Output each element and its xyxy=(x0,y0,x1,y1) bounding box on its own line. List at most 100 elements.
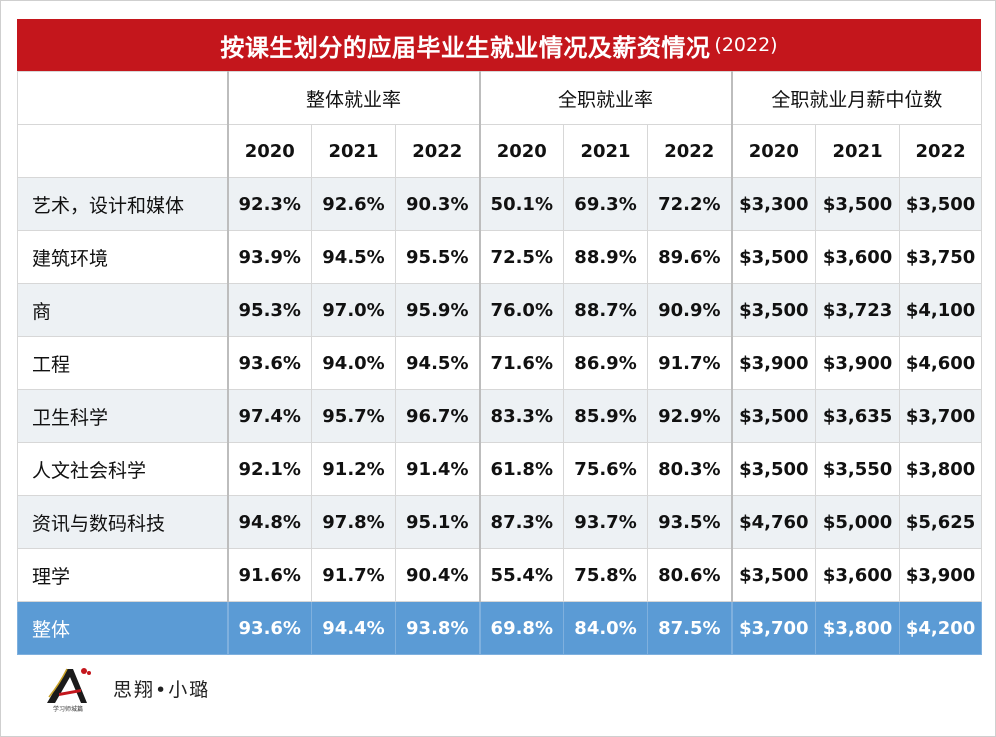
table-cell: 97.4% xyxy=(226,389,312,443)
group-header-median-salary: 全职就业月薪中位数 xyxy=(730,71,983,125)
table-cell: 69.8% xyxy=(478,601,565,655)
table-cell: $3,550 xyxy=(815,442,901,496)
table-cell: $3,500 xyxy=(730,442,817,496)
row-label: 艺术，设计和媒体 xyxy=(17,177,228,231)
table-cell: 92.9% xyxy=(647,389,733,443)
table-cell: $4,200 xyxy=(899,601,983,655)
table-cell: 80.3% xyxy=(647,442,733,496)
table-cell: 92.3% xyxy=(226,177,312,231)
table-cell: 89.6% xyxy=(647,230,733,284)
table-cell: $3,800 xyxy=(815,601,901,655)
table-cell: 94.8% xyxy=(226,495,312,549)
table-cell: $3,600 xyxy=(815,548,901,602)
group-header-overall-rate: 整体就业率 xyxy=(226,71,481,125)
table-cell: $3,500 xyxy=(815,177,901,231)
row-label: 卫生科学 xyxy=(17,389,228,443)
row-label: 资讯与数码科技 xyxy=(17,495,228,549)
row-label: 人文社会科学 xyxy=(17,442,228,496)
table-cell: $3,500 xyxy=(730,548,817,602)
table-cell: 69.3% xyxy=(563,177,649,231)
table-cell: 72.5% xyxy=(478,230,565,284)
footer: 学习师城篇 思翔•小璐 xyxy=(17,653,981,719)
table-cell: 93.9% xyxy=(226,230,312,284)
table-cell: $3,723 xyxy=(815,283,901,337)
table-cell: $3,700 xyxy=(899,389,983,443)
row-label: 工程 xyxy=(17,336,228,390)
year-header: 2020 xyxy=(478,124,565,178)
table-cell: 94.5% xyxy=(394,336,481,390)
table-cell: 95.7% xyxy=(311,389,396,443)
year-header: 2022 xyxy=(647,124,733,178)
year-header-row: 2020 2021 2022 2020 2021 2022 2020 2021 … xyxy=(17,124,983,178)
table-cell: 93.5% xyxy=(647,495,733,549)
table-row: 卫生科学 97.4% 95.7% 96.7% 83.3% 85.9% 92.9% $3,500… xyxy=(17,389,983,443)
table-cell: $3,750 xyxy=(899,230,983,284)
table-cell: 92.1% xyxy=(226,442,312,496)
table-cell: $3,500 xyxy=(730,230,817,284)
year-header: 2021 xyxy=(563,124,649,178)
table-cell: 76.0% xyxy=(478,283,565,337)
table-cell: $3,500 xyxy=(899,177,983,231)
header-corner-cell xyxy=(17,124,228,178)
year-header: 2022 xyxy=(899,124,983,178)
row-label: 商 xyxy=(17,283,228,337)
group-header-row: 整体就业率 全职就业率 全职就业月薪中位数 xyxy=(17,71,983,125)
table-cell: $3,900 xyxy=(899,548,983,602)
table-cell: 91.7% xyxy=(647,336,733,390)
table-cell: 90.3% xyxy=(394,177,481,231)
table-cell: 55.4% xyxy=(478,548,565,602)
table-cell: $3,300 xyxy=(730,177,817,231)
logo-caption: 学习师城篇 xyxy=(53,705,83,713)
table-cell: 90.9% xyxy=(647,283,733,337)
table-title-year: (2022) xyxy=(714,34,778,56)
table-cell: 97.0% xyxy=(311,283,396,337)
year-header: 2020 xyxy=(730,124,817,178)
table-row: 人文社会科学 92.1% 91.2% 91.4% 61.8% 75.6% 80.3% $3,5… xyxy=(17,442,983,496)
table-cell: 95.5% xyxy=(394,230,481,284)
table-row: 艺术，设计和媒体 92.3% 92.6% 90.3% 50.1% 69.3% 72.2% $3… xyxy=(17,177,983,231)
table-cell: 75.6% xyxy=(563,442,649,496)
table-title-bar: 按课生划分的应届毕业生就业情况及薪资情况 (2022) xyxy=(17,19,981,71)
table-cell: 97.8% xyxy=(311,495,396,549)
table-cell: $3,635 xyxy=(815,389,901,443)
table-cell: 88.9% xyxy=(563,230,649,284)
table-row: 工程 93.6% 94.0% 94.5% 71.6% 86.9% 91.7% $3,900 $3… xyxy=(17,336,983,390)
table-cell: 91.4% xyxy=(394,442,481,496)
table-cell: 94.4% xyxy=(311,601,396,655)
table-cell: 87.3% xyxy=(478,495,565,549)
table-cell: 95.3% xyxy=(226,283,312,337)
table-cell: $3,900 xyxy=(815,336,901,390)
table-cell: 80.6% xyxy=(647,548,733,602)
row-label: 理学 xyxy=(17,548,228,602)
table-cell: 91.6% xyxy=(226,548,312,602)
table-cell: $3,900 xyxy=(730,336,817,390)
table-row: 理学 91.6% 91.7% 90.4% 55.4% 75.8% 80.6% $3,500 $3… xyxy=(17,548,983,602)
table-row: 商 95.3% 97.0% 95.9% 76.0% 88.7% 90.9% $3,500 $3,… xyxy=(17,283,983,337)
table-cell: $3,800 xyxy=(899,442,983,496)
table-cell: 94.5% xyxy=(311,230,396,284)
year-header: 2020 xyxy=(226,124,312,178)
employment-table: 整体就业率 全职就业率 全职就业月薪中位数 2020 2021 2022 202… xyxy=(17,71,983,655)
table-cell: 92.6% xyxy=(311,177,396,231)
table-cell: $3,500 xyxy=(730,283,817,337)
table-cell: 93.6% xyxy=(226,601,312,655)
table-cell: $5,000 xyxy=(815,495,901,549)
table-cell: 75.8% xyxy=(563,548,649,602)
year-header: 2021 xyxy=(815,124,901,178)
table-cell: 72.2% xyxy=(647,177,733,231)
header-corner-cell xyxy=(17,71,228,125)
academy-logo-icon: 学习师城篇 xyxy=(47,668,91,713)
table-cell: $3,700 xyxy=(730,601,817,655)
table-cell: 71.6% xyxy=(478,336,565,390)
table-cell: 94.0% xyxy=(311,336,396,390)
table-cell: $3,500 xyxy=(730,389,817,443)
table-cell: 86.9% xyxy=(563,336,649,390)
table-cell: 83.3% xyxy=(478,389,565,443)
table-cell: $3,600 xyxy=(815,230,901,284)
year-header: 2021 xyxy=(311,124,396,178)
table-cell: $4,100 xyxy=(899,283,983,337)
table-cell: 96.7% xyxy=(394,389,481,443)
table-cell: 93.8% xyxy=(394,601,481,655)
table-cell: $4,760 xyxy=(730,495,817,549)
